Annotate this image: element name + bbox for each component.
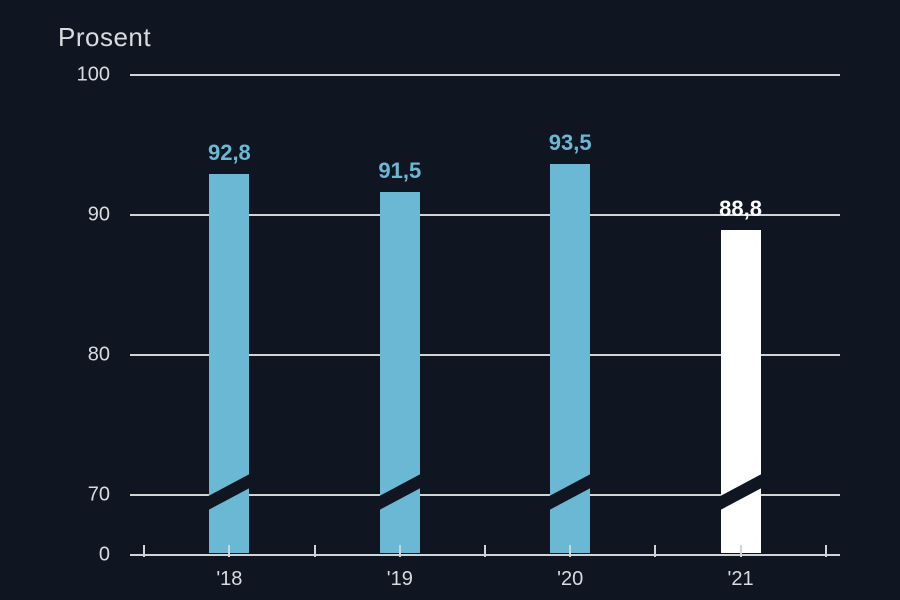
x-tick: [740, 545, 742, 557]
y-tick-label: 0: [50, 544, 110, 567]
x-tick-label: '18: [216, 568, 242, 591]
x-tick: [228, 545, 230, 557]
x-tick-label: '20: [557, 568, 583, 591]
y-tick-label: 100: [50, 64, 110, 87]
x-tick: [654, 545, 656, 557]
bar-value-label: 92,8: [208, 140, 251, 166]
y-tick-label: 70: [50, 484, 110, 507]
gridline: [130, 74, 840, 76]
x-tick: [825, 545, 827, 557]
x-tick: [569, 545, 571, 557]
chart-area: 92,8'1891,5'1993,5'2088,8'21 0708090100: [130, 75, 840, 555]
chart-plot: 92,8'1891,5'1993,5'2088,8'21: [130, 75, 840, 555]
x-tick: [143, 545, 145, 557]
y-tick-label: 80: [50, 344, 110, 367]
chart-subtitle: Prosent: [58, 22, 151, 53]
x-tick: [484, 545, 486, 557]
bar-value-label: 88,8: [719, 196, 762, 222]
bar-value-label: 91,5: [378, 158, 421, 184]
bar-value-label: 93,5: [549, 130, 592, 156]
x-tick-label: '19: [387, 568, 413, 591]
x-tick: [314, 545, 316, 557]
x-tick: [399, 545, 401, 557]
y-tick-label: 90: [50, 204, 110, 227]
x-tick-label: '21: [728, 568, 754, 591]
